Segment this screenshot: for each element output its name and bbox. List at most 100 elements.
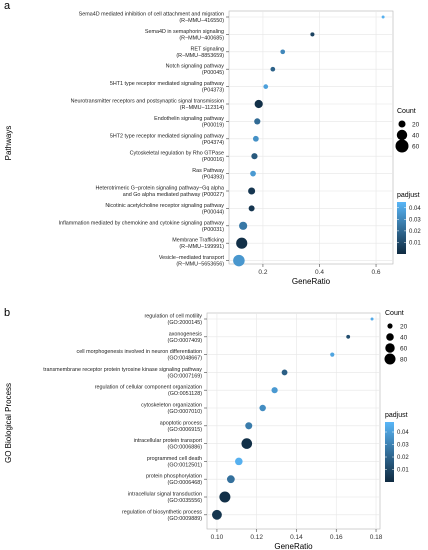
size-legend-title: Count — [385, 310, 404, 317]
data-point — [252, 135, 259, 142]
y-tick-label-id: (P00031) — [202, 227, 224, 233]
y-tick-label: Inflammation mediated by chemokine and c… — [59, 220, 225, 226]
size-legend-dot — [398, 120, 406, 128]
data-point — [263, 84, 269, 89]
y-tick-label-id: (GO:0009889) — [168, 516, 203, 522]
color-legend-label: 0.04 — [397, 430, 409, 436]
data-point — [235, 457, 243, 466]
y-tick-label: axonogenesis — [169, 331, 203, 337]
y-tick-label: regulation of biosynthetic process — [122, 509, 202, 515]
y-tick-label-id: (R−MMU−199991) — [179, 244, 224, 250]
y-tick-label-id: (GO:0035556) — [168, 498, 203, 504]
data-point — [281, 369, 288, 376]
y-tick-label: transmembrane receptor protein tyrosine … — [43, 367, 202, 373]
data-point — [346, 334, 351, 339]
y-tick-label: RET signaling — [191, 46, 224, 52]
y-tick-label: protein phosphorylation — [146, 474, 202, 480]
y-tick-label-id: (P00044) — [202, 209, 224, 215]
y-tick-label: Sema4D in semaphorin signaling — [145, 29, 224, 35]
y-tick-label: 5HT2 type receptor mediated signaling pa… — [110, 133, 224, 139]
data-point — [271, 387, 278, 394]
y-axis-title: GO Biological Process — [4, 383, 13, 463]
y-tick-label-id: (P00045) — [202, 70, 224, 76]
x-tick-label: 0.16 — [330, 534, 343, 541]
x-axis-title: GeneRatio — [274, 542, 313, 550]
y-tick-label-id: (GO:0007169) — [168, 373, 203, 379]
size-legend-dot — [396, 129, 408, 141]
data-point — [241, 438, 253, 449]
y-tick-label: Vesicle−mediated transport — [159, 255, 225, 261]
data-point — [381, 15, 385, 19]
y-tick-label: Sema4D mediated inhibition of cell attac… — [79, 12, 224, 18]
y-tick-label-id: (GO:0006886) — [168, 445, 203, 451]
y-tick-label: programmed cell death — [147, 456, 202, 462]
y-tick-label-id: (P00016) — [202, 157, 224, 163]
color-legend-label: 0.01 — [409, 241, 421, 247]
x-tick-label: 0.4 — [315, 269, 324, 276]
data-point — [248, 205, 255, 212]
size-legend-title: Count — [397, 108, 416, 115]
size-legend-dot — [395, 139, 409, 153]
x-tick-label: 0.12 — [250, 534, 263, 541]
y-tick-label-id: and Go alpha mediated pathway (P00027) — [123, 192, 224, 198]
y-tick-label: cell morphogenesis involved in neuron di… — [77, 349, 202, 355]
data-point — [280, 49, 286, 55]
size-legend-dot — [386, 333, 394, 341]
data-point — [310, 32, 315, 37]
color-legend-label: 0.03 — [397, 443, 409, 449]
y-tick-label-id: (GO:0051128) — [168, 391, 202, 397]
size-legend-label: 20 — [400, 324, 408, 331]
y-tick-label-id: (GO:0006468) — [168, 480, 203, 486]
color-legend-label: 0.03 — [409, 218, 421, 224]
data-point — [245, 422, 253, 430]
color-bar — [397, 202, 406, 254]
panel-label: b — [4, 307, 10, 319]
y-tick-label-id: (R−MMU−416550) — [179, 18, 224, 24]
y-tick-label: Ras Pathway — [192, 168, 224, 174]
y-tick-label: Neurotransmitter receptors and postsynap… — [71, 99, 224, 105]
y-tick-label-id: (GO:0012501) — [168, 462, 203, 468]
data-point — [370, 317, 374, 321]
size-legend-label: 40 — [412, 133, 420, 140]
y-tick-label-id: (GO:0006915) — [168, 427, 203, 433]
color-legend-label: 0.04 — [409, 206, 421, 212]
size-legend-label: 80 — [400, 357, 408, 364]
y-tick-label: Notch signaling pathway — [166, 64, 225, 70]
data-point — [330, 352, 335, 357]
y-tick-label-id: (R−MMU−5653656) — [176, 262, 224, 268]
panel-a: a 0.2 0.4 0.6 GeneRatio Pathways Sema4D mediat… — [4, 0, 421, 286]
color-legend-title: padjust — [385, 412, 408, 419]
x-axis-title: GeneRatio — [292, 277, 331, 286]
data-point — [248, 187, 256, 195]
data-point — [239, 221, 248, 230]
y-tick-label: Endothelin signaling pathway — [154, 116, 224, 122]
data-point — [236, 237, 248, 249]
y-tick-label-id: (P04374) — [202, 140, 224, 146]
y-tick-label-id: (GO:0048667) — [168, 356, 203, 362]
size-legend-dot — [384, 353, 396, 365]
data-point — [259, 404, 266, 412]
y-tick-label: Membrane Trafficking — [172, 238, 224, 244]
data-point — [270, 66, 276, 72]
color-legend-label: 0.02 — [397, 455, 409, 461]
data-point — [212, 509, 222, 520]
data-point — [254, 118, 261, 125]
y-tick-label-id: (R−MMU−112314) — [180, 105, 224, 111]
data-point — [251, 153, 258, 160]
y-tick-label: intracellular protein transport — [134, 438, 203, 444]
y-tick-label: intracellular signal transduction — [128, 492, 202, 498]
y-tick-label: apoptotic process — [160, 420, 203, 426]
color-legend-label: 0.02 — [409, 229, 421, 235]
plot-area — [206, 312, 381, 530]
data-point — [226, 475, 235, 484]
size-legend-label: 20 — [412, 122, 420, 129]
y-tick-label: Nicotinic acetylcholine receptor signali… — [105, 203, 224, 209]
panel-b: b 0.10 0.12 0.14 0.16 0.18 GeneRatio GO Biologi… — [4, 307, 409, 550]
y-tick-label-id: (GO:2000145) — [168, 320, 203, 326]
y-tick-label-id: (P00019) — [202, 122, 224, 128]
x-tick-label: 0.14 — [290, 534, 303, 541]
y-tick-label: cytoskeleton organization — [141, 403, 202, 409]
size-legend-label: 60 — [412, 144, 420, 151]
panel-label: a — [4, 0, 11, 12]
